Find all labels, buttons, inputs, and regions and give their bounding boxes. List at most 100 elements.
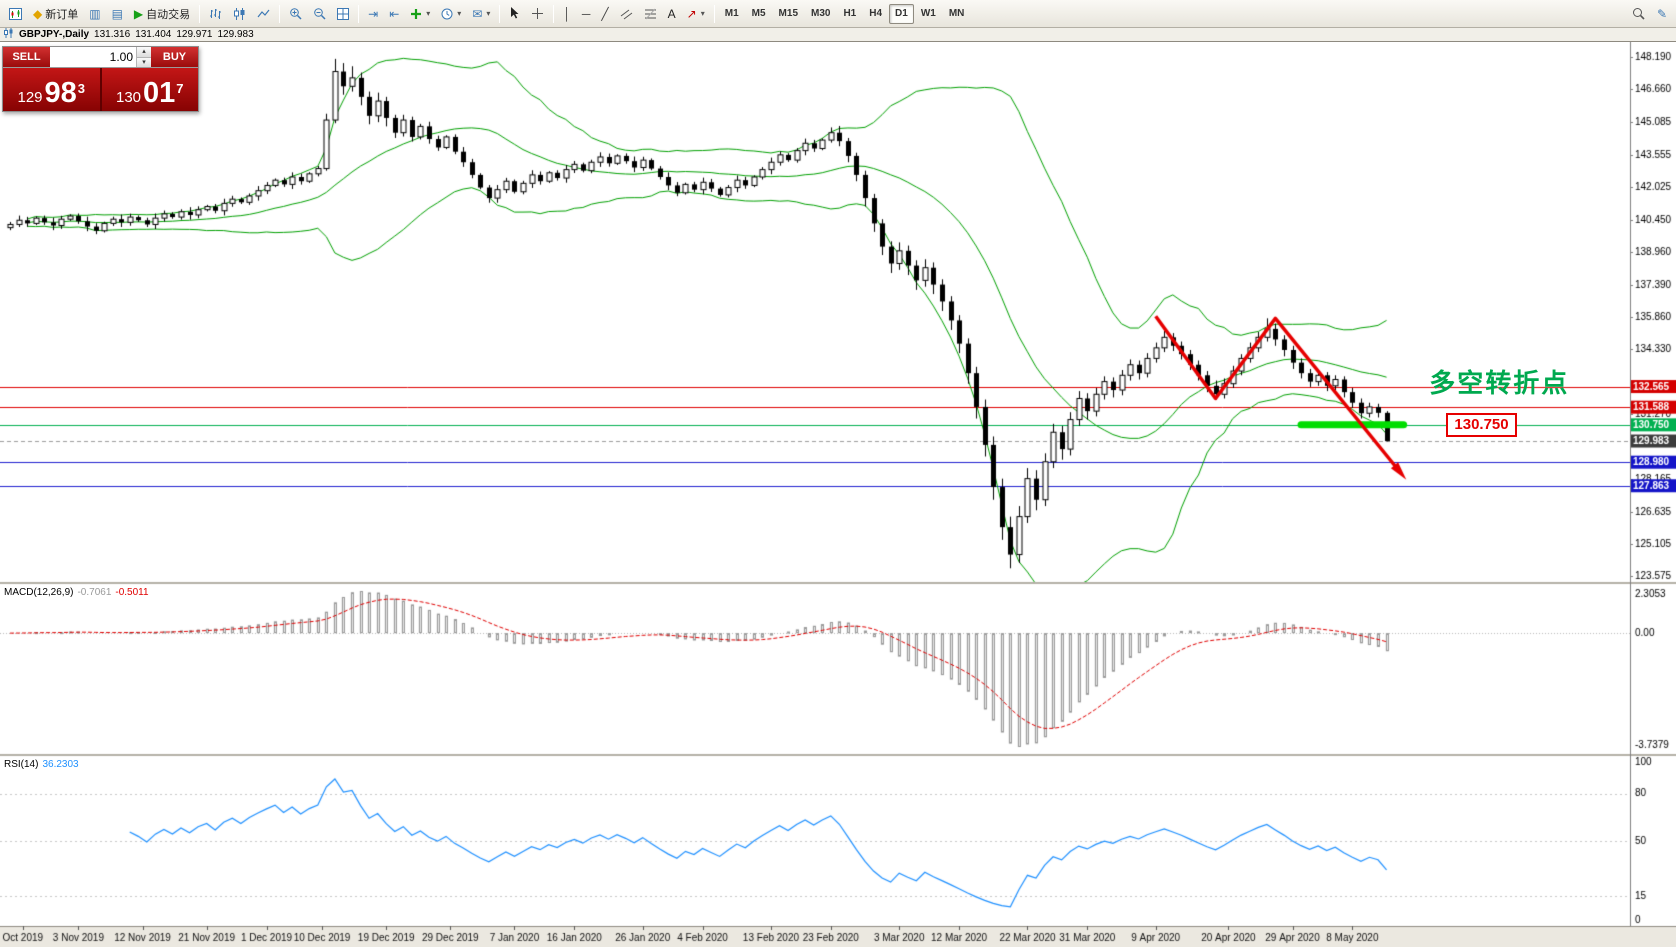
vertical-line-icon-glyph: │ [563,6,571,21]
price-chart-canvas[interactable] [0,42,1676,947]
timeframe-m1-button[interactable]: M1 [724,8,739,19]
periods-button[interactable]: ▾ [436,3,466,25]
cursor-icon[interactable] [504,3,525,25]
templates-button[interactable]: ✉ ▾ [467,3,495,25]
timeframe-w1-button[interactable]: W1 [920,8,936,19]
toolbar-separator [499,4,501,23]
horizontal-line-icon[interactable]: ─ [577,3,596,25]
chart-shift-icon-glyph: ⇤ [389,6,400,21]
auto-scroll-icon[interactable]: ⇥ [363,3,383,25]
arrows-icon-glyph: ↗ [686,6,697,21]
ohlc-high: 131.404 [135,29,172,40]
chevron-down-icon: ▾ [457,9,462,18]
toolbar-separator [553,4,555,23]
edit-icon[interactable]: ✎ [1652,3,1672,25]
macd-name: MACD(12,26,9) [4,587,74,598]
trendline-icon[interactable]: ╱ [596,3,613,25]
sell-price-button[interactable]: 129 98 3 [3,68,102,111]
volume-increase-button[interactable]: ▴ [137,47,151,57]
indicators-button[interactable]: ▾ [405,3,435,25]
volume-input[interactable] [50,47,136,67]
toolbar-separator [713,4,715,23]
line-chart-icon-glyph [257,8,270,20]
candlestick-icon[interactable] [228,3,251,25]
tile-windows-icon[interactable] [332,3,354,25]
volume-decrease-button[interactable]: ▾ [137,56,151,67]
market-watch-icon[interactable]: ▥ [84,3,105,25]
search-icon-glyph [1632,7,1645,20]
rsi-value: 36.2303 [42,759,79,770]
timeframe-m5-button[interactable]: M5 [751,8,766,19]
chart-ohlc-values: 131.316 131.404 129.971 129.983 [94,29,259,40]
new-order-button[interactable]: ◆ 新订单 [28,3,83,25]
timeframe-mn-button[interactable]: MN [948,8,965,19]
buy-price-pip: 7 [176,81,184,96]
candlestick-icon-glyph [233,7,246,20]
templates-glyph: ✉ [472,6,483,21]
auto-trading-button[interactable]: ▶ 自动交易 [129,3,195,25]
channel-icon-glyph [620,8,633,20]
bar-chart-icon-glyph [209,8,222,20]
volume-stepper: ▴ ▾ [50,47,151,67]
zoom-out-icon-glyph [313,7,326,20]
sell-button[interactable]: SELL [3,47,50,67]
new-order-button-label: 新订单 [45,8,79,21]
timeframe-d1-button[interactable]: D1 [889,3,914,24]
chart-symbol-period: GBPJPY-,Daily [19,29,90,40]
arrows-icon[interactable]: ↗ ▾ [682,3,710,25]
chart-shift-icon[interactable]: ⇤ [384,3,404,25]
crosshair-icon-glyph [531,7,544,20]
auto-trading-button-label: 自动交易 [146,8,191,21]
zoom-in-icon-glyph [289,7,302,20]
new-order-glyph: ◆ [33,6,43,21]
macd-main-value: -0.7061 [77,587,112,598]
profiles-icon[interactable]: ▤ [107,3,128,25]
buy-price-prefix: 130 [115,88,142,106]
indicators-glyph [410,8,422,20]
line-chart-icon[interactable] [252,3,275,25]
profiles-icon-glyph: ▤ [111,6,123,21]
auto-scroll-icon-glyph: ⇥ [368,6,379,21]
sell-price-pip: 3 [77,81,86,96]
toolbar-separator [358,4,360,23]
chevron-down-icon: ▾ [426,9,431,18]
vertical-line-icon[interactable]: │ [558,3,576,25]
bar-chart-icon[interactable] [204,3,227,25]
turning-point-annotation: 多空转折点 [1429,367,1570,398]
sell-price-prefix: 129 [17,88,43,106]
timeframe-h4-button[interactable]: H4 [869,8,883,19]
rsi-name: RSI(14) [4,759,39,770]
rsi-indicator-label: RSI(14) 36.2303 [4,759,83,770]
ohlc-close: 129.983 [217,29,254,40]
chart-window-icon[interactable] [4,3,27,25]
macd-signal-value: -0.5011 [115,587,149,598]
zoom-in-icon[interactable] [284,3,307,25]
sell-price-big: 98 [44,77,77,110]
text-icon-glyph: A [667,6,676,21]
horizontal-line-icon-glyph: ─ [581,6,591,21]
timeframe-h1-button[interactable]: H1 [843,8,857,19]
crosshair-icon[interactable] [526,3,549,25]
channel-icon[interactable] [615,3,638,25]
timeframe-m15-button[interactable]: M15 [778,8,798,19]
toolbar-separator [279,4,281,23]
fibonacci-icon[interactable] [639,3,662,25]
auto-trading-glyph: ▶ [133,6,144,21]
main-toolbar: ◆ 新订单 ▥ ▤ ▶ 自动交易 ⇥ ⇤ ▾ ▾ ✉ ▾ │ ─ ╱ A ↗ ▾ M1 M5 M15 M30 H1 H4 D1 W… [0,0,1676,28]
text-icon[interactable]: A [663,3,681,25]
buy-button[interactable]: BUY [151,47,198,67]
ohlc-low: 129.971 [176,29,213,40]
market-watch-icon-glyph: ▥ [89,6,101,21]
chart-window-icon-glyph [9,7,22,20]
buy-price-big: 01 [143,77,176,110]
buy-price-button[interactable]: 130 01 7 [101,68,198,111]
cursor-icon-glyph [509,7,520,20]
search-icon[interactable] [1627,3,1650,25]
timeframe-m30-button[interactable]: M30 [811,8,831,19]
zoom-out-icon[interactable] [308,3,331,25]
candlestick-chart-icon [3,28,14,41]
tile-windows-icon-glyph [337,7,350,20]
chevron-down-icon: ▾ [486,9,491,18]
